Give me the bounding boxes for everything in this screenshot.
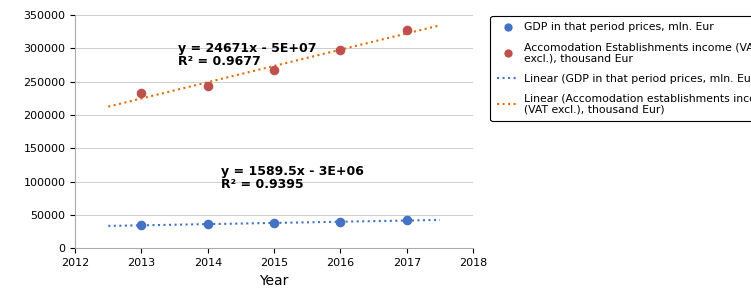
Text: y = 24671x - 5E+07: y = 24671x - 5E+07 (178, 42, 316, 55)
Text: R² = 0.9677: R² = 0.9677 (178, 55, 261, 68)
Point (401, 217, 413, 222)
Point (334, 48, 346, 53)
Point (268, 67, 280, 72)
Point (268, 221, 280, 226)
X-axis label: Year: Year (259, 274, 289, 288)
Point (334, 220, 346, 225)
Point (202, 221, 214, 226)
Point (202, 84, 214, 89)
Text: y = 1589.5x - 3E+06: y = 1589.5x - 3E+06 (221, 165, 364, 178)
Point (135, 223, 147, 228)
Point (135, 91, 147, 95)
Text: R² = 0.9395: R² = 0.9395 (221, 178, 303, 191)
Point (401, 27, 413, 32)
Legend: GDP in that period prices, mln. Eur, Accomodation Establishments income (VAT
exc: GDP in that period prices, mln. Eur, Acc… (490, 16, 751, 121)
